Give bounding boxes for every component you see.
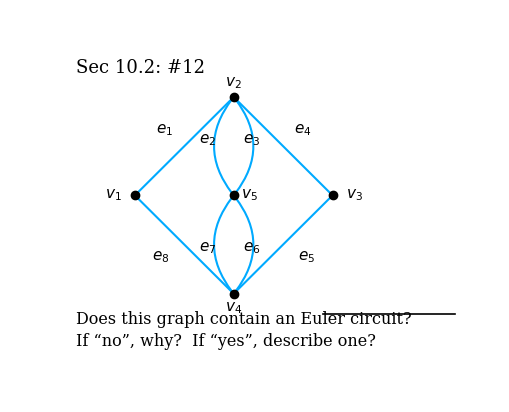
Text: $e_3$: $e_3$ bbox=[242, 132, 260, 148]
Text: $v_5$: $v_5$ bbox=[241, 187, 258, 203]
Text: $e_8$: $e_8$ bbox=[152, 249, 169, 265]
Text: If “no”, why?  If “yes”, describe one?: If “no”, why? If “yes”, describe one? bbox=[75, 333, 375, 350]
Text: $v_3$: $v_3$ bbox=[345, 187, 362, 203]
Text: $e_4$: $e_4$ bbox=[294, 122, 311, 138]
Text: $e_7$: $e_7$ bbox=[199, 240, 216, 255]
Text: Does this graph contain an Euler circuit?: Does this graph contain an Euler circuit… bbox=[75, 311, 410, 328]
Text: $e_5$: $e_5$ bbox=[298, 249, 315, 265]
Text: $v_2$: $v_2$ bbox=[225, 75, 242, 91]
Text: $v_1$: $v_1$ bbox=[104, 187, 121, 203]
Text: $v_4$: $v_4$ bbox=[224, 300, 242, 316]
Text: $e_6$: $e_6$ bbox=[242, 240, 260, 255]
Text: Sec 10.2: #12: Sec 10.2: #12 bbox=[75, 59, 204, 77]
Text: $e_2$: $e_2$ bbox=[199, 132, 216, 148]
Text: $e_1$: $e_1$ bbox=[156, 122, 173, 138]
